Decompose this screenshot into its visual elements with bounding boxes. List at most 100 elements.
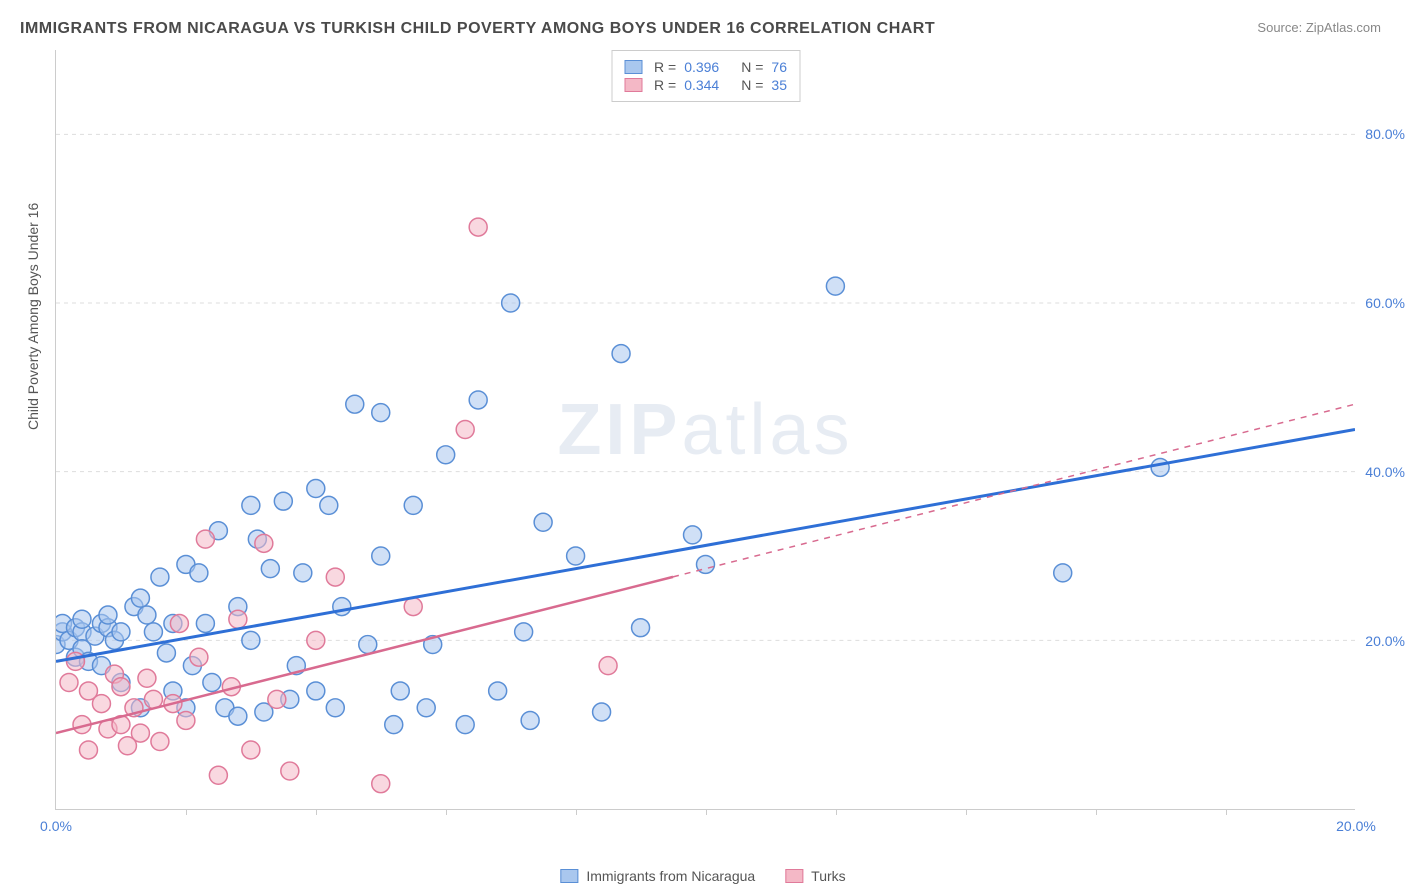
data-point: [593, 703, 611, 721]
data-point: [170, 614, 188, 632]
r-value-1: 0.396: [684, 59, 719, 75]
data-point: [151, 568, 169, 586]
data-point: [151, 733, 169, 751]
x-tick-mark: [966, 809, 967, 815]
swatch-bottom-2: [785, 869, 803, 883]
data-point: [456, 716, 474, 734]
legend-row-series1: R = 0.396 N = 76: [624, 59, 787, 75]
swatch-series2: [624, 78, 642, 92]
x-tick-mark: [1096, 809, 1097, 815]
trend-lines: [56, 404, 1355, 733]
y-tick-label: 40.0%: [1365, 464, 1405, 480]
data-point: [469, 391, 487, 409]
data-point: [372, 404, 390, 422]
x-tick-mark: [186, 809, 187, 815]
data-point: [515, 623, 533, 641]
n-label-2: N =: [741, 77, 763, 93]
data-point: [79, 741, 97, 759]
data-point: [242, 631, 260, 649]
data-point: [229, 707, 247, 725]
x-tick-mark: [446, 809, 447, 815]
data-point: [229, 610, 247, 628]
data-point: [320, 496, 338, 514]
scatter-points: [56, 218, 1169, 793]
data-point: [385, 716, 403, 734]
data-point: [157, 644, 175, 662]
data-point: [138, 606, 156, 624]
data-point: [391, 682, 409, 700]
data-point: [190, 564, 208, 582]
data-point: [437, 446, 455, 464]
data-point: [268, 690, 286, 708]
data-point: [66, 652, 84, 670]
n-value-2: 35: [771, 77, 787, 93]
data-point: [534, 513, 552, 531]
data-point: [469, 218, 487, 236]
legend-item-series2: Turks: [785, 868, 845, 884]
x-tick-label: 20.0%: [1336, 818, 1376, 834]
data-point: [1054, 564, 1072, 582]
y-tick-label: 20.0%: [1365, 633, 1405, 649]
data-point: [489, 682, 507, 700]
data-point: [242, 496, 260, 514]
data-point: [190, 648, 208, 666]
data-point: [281, 762, 299, 780]
data-point: [632, 619, 650, 637]
data-point: [456, 421, 474, 439]
data-point: [60, 674, 78, 692]
data-point: [612, 345, 630, 363]
r-label-2: R =: [654, 77, 676, 93]
source-attribution: Source: ZipAtlas.com: [1257, 20, 1381, 35]
data-point: [209, 766, 227, 784]
y-tick-label: 60.0%: [1365, 295, 1405, 311]
y-axis-label: Child Poverty Among Boys Under 16: [25, 203, 41, 430]
data-point: [73, 610, 91, 628]
legend-item-series1: Immigrants from Nicaragua: [560, 868, 755, 884]
data-point: [307, 480, 325, 498]
legend-label-1: Immigrants from Nicaragua: [586, 868, 755, 884]
data-point: [684, 526, 702, 544]
data-point: [326, 699, 344, 717]
x-tick-mark: [576, 809, 577, 815]
data-point: [177, 711, 195, 729]
data-point: [346, 395, 364, 413]
data-point: [502, 294, 520, 312]
x-tick-mark: [706, 809, 707, 815]
data-point: [274, 492, 292, 510]
chart-svg: [56, 50, 1355, 809]
r-label-1: R =: [654, 59, 676, 75]
data-point: [372, 547, 390, 565]
x-tick-label: 0.0%: [40, 818, 72, 834]
x-tick-mark: [1226, 809, 1227, 815]
data-point: [261, 560, 279, 578]
data-point: [112, 623, 130, 641]
data-point: [196, 530, 214, 548]
data-point: [372, 775, 390, 793]
data-point: [307, 631, 325, 649]
legend-correlation: R = 0.396 N = 76 R = 0.344 N = 35: [611, 50, 800, 102]
n-label-1: N =: [741, 59, 763, 75]
legend-bottom: Immigrants from Nicaragua Turks: [560, 868, 845, 884]
data-point: [203, 674, 221, 692]
data-point: [92, 695, 110, 713]
data-point: [307, 682, 325, 700]
legend-label-2: Turks: [811, 868, 845, 884]
data-point: [326, 568, 344, 586]
data-point: [294, 564, 312, 582]
data-point: [99, 606, 117, 624]
source-value: ZipAtlas.com: [1306, 20, 1381, 35]
data-point: [112, 678, 130, 696]
data-point: [521, 711, 539, 729]
data-point: [255, 534, 273, 552]
plot-area: ZIPatlas R = 0.396 N = 76 R = 0.344 N = …: [55, 50, 1355, 810]
data-point: [417, 699, 435, 717]
chart-title: IMMIGRANTS FROM NICARAGUA VS TURKISH CHI…: [20, 20, 935, 38]
n-value-1: 76: [771, 59, 787, 75]
x-tick-mark: [316, 809, 317, 815]
data-point: [242, 741, 260, 759]
data-point: [196, 614, 214, 632]
data-point: [1151, 458, 1169, 476]
data-point: [599, 657, 617, 675]
x-tick-mark: [836, 809, 837, 815]
data-point: [404, 598, 422, 616]
